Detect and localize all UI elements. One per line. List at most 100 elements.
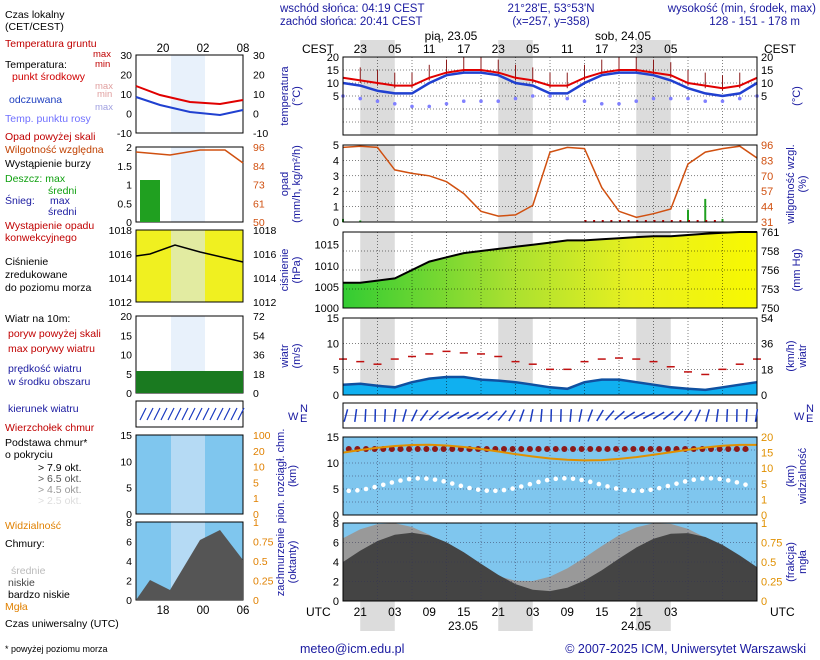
legend-cloud-rtick: 5 (253, 477, 259, 489)
legend-cloud-rtick: 0 (253, 509, 259, 521)
fog-axis-title: mgła (797, 549, 809, 574)
cover-left-tick: 2 (333, 577, 339, 589)
cloud-base-dot (553, 476, 559, 482)
precip-dot (636, 220, 639, 222)
compass-e: E (300, 413, 307, 425)
press-right-tick: 753 (761, 284, 779, 296)
legend-perc-line (135, 96, 244, 117)
cloud-base-dot (725, 478, 731, 483)
legend-gust-over: poryw powyżej skali (8, 328, 101, 340)
legend-dir-arrow (202, 407, 210, 421)
legend-dir-arrow (146, 407, 154, 421)
cloud-base-dot (527, 481, 533, 487)
legend-press-day (171, 230, 205, 302)
wind-arrow (605, 410, 615, 421)
legend-utc-label: Czas uniwersalny (UTC) (5, 618, 119, 630)
night-band (498, 145, 533, 222)
wind-right-tick: 54 (761, 313, 773, 325)
cloud-top-dot (733, 446, 740, 452)
dew-point (461, 99, 466, 103)
cest-label: CEST (302, 42, 335, 56)
legend-prec-tick: 0 (126, 217, 132, 229)
cloud-top-dot (561, 446, 568, 452)
precip-dot (619, 220, 621, 222)
legend-okt-3: > 2.5 okt. (38, 495, 82, 507)
wind-arrow (652, 411, 665, 420)
precip-dot (696, 220, 699, 222)
temp-left-tick: 15 (327, 65, 339, 77)
legend-temp-rtick: 30 (253, 50, 265, 62)
legend-cover-tick: 4 (126, 556, 132, 568)
legend-visibility: Widzialność (5, 520, 61, 532)
hour-bottom-label: 09 (423, 605, 437, 619)
precip-dot (644, 220, 647, 222)
legend-utc-hour: 00 (197, 605, 210, 617)
legend-cover-rtick: 0 (253, 595, 259, 607)
press-left-tick: 1015 (315, 240, 339, 252)
vis-axis-title: (km) (785, 465, 797, 487)
legend-wind-rtick: 18 (253, 369, 265, 381)
cloud-base-dot (355, 488, 360, 493)
visibility-line (342, 443, 757, 462)
wind-arrow (705, 409, 710, 422)
legend-temp-day (171, 55, 205, 133)
compass-n: N (300, 403, 308, 415)
legend-prec-tick: 1.5 (117, 161, 132, 173)
legend-temp-line (135, 85, 244, 106)
prec-left-tick: 5 (333, 140, 339, 152)
legend-cloud-day (171, 435, 205, 514)
precip-dot (662, 220, 665, 222)
wind-line (342, 375, 758, 392)
legend-dir-arrow (160, 407, 168, 421)
wind-left-tick: 15 (327, 313, 339, 325)
cloud-base-dot (441, 479, 446, 484)
cloud-top-dot (414, 446, 421, 452)
legend-okt-2: > 4.5 okt. (38, 484, 82, 496)
cloud-top-dot (725, 446, 732, 452)
legend-humidity-line (135, 149, 244, 164)
wind-left-tick: 0 (333, 390, 339, 402)
hour-bottom-label: 21 (354, 605, 368, 619)
cloud-axis-title: (km) (287, 465, 299, 487)
wind-arrow (419, 409, 429, 422)
wind-arrow (402, 409, 407, 422)
cloud-base-dot (717, 476, 722, 482)
prec-axis-title: (mm/h, kg/m²/h) (291, 145, 303, 223)
hour-top-label: 23 (354, 42, 368, 56)
cloud-base-dot (544, 477, 550, 483)
cloud-base-dot (406, 476, 412, 482)
wind-arrow (354, 409, 358, 422)
legend-footnote: * powyżej poziomu morza (5, 644, 108, 654)
dew-point (444, 102, 449, 106)
temp-right-tick: 15 (761, 65, 773, 77)
legend-temp-rtick: 10 (253, 89, 265, 101)
legend-cover-rtick: 0.5 (253, 556, 268, 568)
wind-arrow (633, 411, 646, 420)
cloud-left-tick: 0 (333, 510, 339, 522)
legend-press-rtick: 1018 (253, 225, 277, 237)
cloud-base-dot (691, 477, 697, 483)
cloud-top-dot (630, 446, 637, 452)
footer-email[interactable]: meteo@icm.edu.pl (300, 642, 404, 656)
legend-dir-arrow (139, 407, 147, 421)
precip-dot (679, 220, 682, 222)
precip-dot (584, 220, 587, 222)
legend-dir-arrow (209, 407, 217, 421)
legend-press-tick: 1012 (109, 297, 133, 309)
legend-wind-tick: 20 (120, 311, 132, 323)
cloud-base-dot (493, 488, 498, 494)
night-band (360, 145, 395, 222)
legend-conv2: konwekcyjnego (5, 232, 77, 244)
legend-prec-rtick: 73 (253, 180, 265, 192)
cloud-base-dot (536, 479, 541, 485)
prec-axis-title: opad (279, 172, 291, 196)
prec-right-tick: 96 (761, 140, 773, 152)
legend-text: Czas lokalny (CET/CEST) Temperatura grun… (5, 9, 119, 654)
legend-cover-area (136, 530, 243, 600)
legend-cover-rtick: 0.25 (253, 576, 274, 588)
press-left-tick: 1005 (315, 282, 339, 294)
legend-wind-area (136, 371, 243, 393)
prec-left-tick: 2 (333, 186, 339, 198)
press-right-tick: 761 (761, 227, 779, 239)
temp-axis-title: temperatura (279, 65, 291, 125)
